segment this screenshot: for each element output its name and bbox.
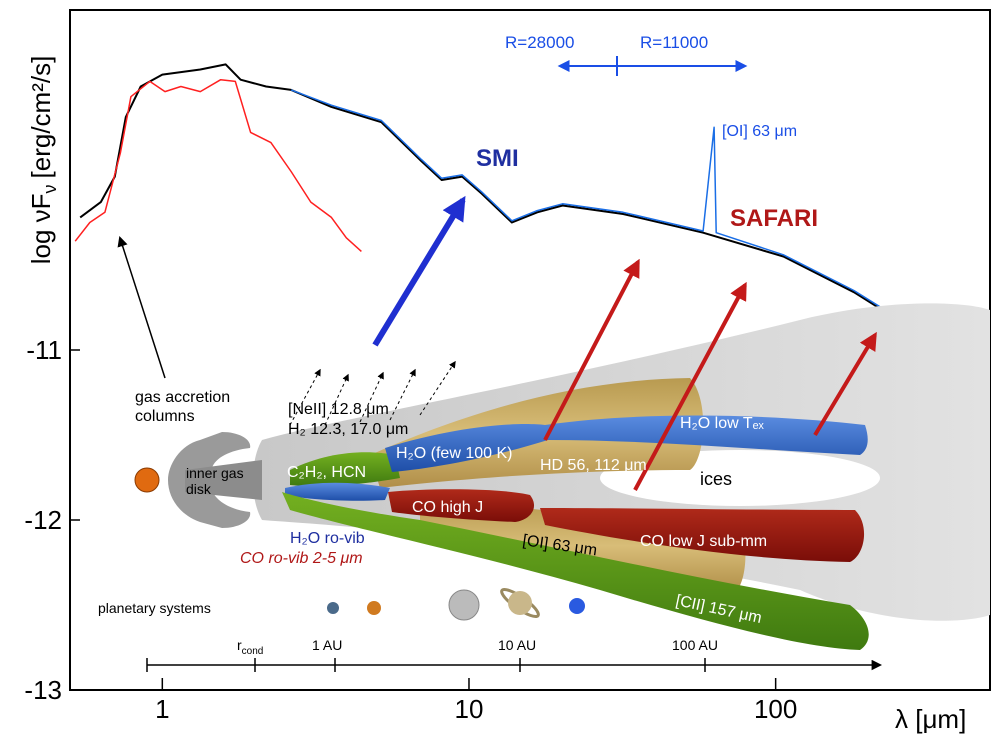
label: C₂H₂, HCN [287,464,366,481]
label: H₂O (few 100 K) [396,445,512,462]
data-line [79,63,991,399]
planet [569,598,585,614]
label: planetary systems [98,600,211,616]
annotation: [OI] 63 μm [722,123,797,140]
y-label-sub: ν [40,184,60,193]
cii-region [282,492,869,650]
label: 1 AU [312,637,342,653]
distance-ticks [146,658,706,672]
planet [327,602,339,614]
y-tick-label: -12 [24,505,62,535]
annotation: R=28000 [505,33,574,52]
planet [508,591,532,615]
y-tick-label: -13 [24,675,62,705]
x-axis-label: λ [μm] [895,704,966,734]
co-low-region [540,508,865,562]
inner-gas-disk [185,460,262,500]
annotation: gas accretion [135,389,230,406]
annotation: SAFARI [730,205,818,232]
data-line [74,78,362,252]
label: r [237,637,242,653]
label: CO low J sub-mm [640,533,767,550]
label: HD 56, 112 μm [540,457,647,474]
co-high-region [388,489,535,522]
accretion-arrow [117,236,166,379]
label: 10 AU [498,637,536,653]
x-tick-label: 10 [455,694,484,724]
h2o-region [385,415,868,472]
label: H₂O low Tₑₓ [680,415,765,432]
label: H₂O ro-vib [290,530,365,547]
y-label-text: log νF [26,193,56,264]
data-line [290,89,991,397]
label: inner gas [186,465,244,481]
star [134,467,160,493]
annotation: SMI [476,145,519,172]
safari-arrows [543,258,877,491]
c2h2-region [290,452,400,487]
h2o-rovib-region [285,482,390,501]
smi-arrow [372,195,466,347]
label: disk [186,481,212,497]
annotation: columns [135,408,195,425]
label: cond [242,646,264,657]
label: CO high J [412,499,483,516]
y-tick-label: -11 [26,335,62,365]
label: 100 AU [672,637,718,653]
disk-diagram [117,56,990,672]
y-label-unit: [erg/cm²/s] [26,56,56,179]
dashed-arrows [289,360,456,426]
label: ices [700,469,732,489]
y-axis-label: log νFν [erg/cm²/s] [26,56,60,265]
label: rcond [237,637,263,657]
x-tick-label: 1 [155,694,169,724]
planet [448,589,480,621]
label: [NeII] 12.8 μm [288,401,389,418]
planet [367,601,381,615]
x-tick-label: 100 [754,694,797,724]
annotation: R=11000 [640,33,708,52]
label: H₂ 12.3, 17.0 μm [288,421,408,438]
label: CO ro-vib 2-5 μm [240,550,363,567]
